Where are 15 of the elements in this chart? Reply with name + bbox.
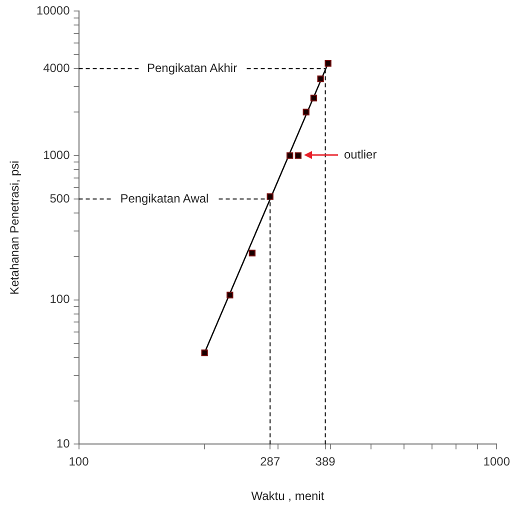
- y-axis-title: Ketahanan Penetrasi, psi: [8, 160, 22, 295]
- x-tick-label: 1000: [483, 454, 510, 469]
- ref-line-label: Pengikatan Akhir: [147, 60, 238, 75]
- x-tick-label: 100: [68, 454, 90, 469]
- x-tick-label: 287: [260, 454, 280, 469]
- y-tick-label: 500: [50, 191, 70, 206]
- annotation: outlier: [344, 148, 377, 162]
- y-tick-label: 100: [50, 292, 70, 306]
- y-tick-label: 1000: [43, 148, 70, 162]
- ref-line-label: Pengikatan Awal: [120, 191, 209, 206]
- x-axis-title: Waktu , menit: [251, 489, 325, 504]
- y-tick-label: 10: [56, 436, 70, 451]
- x-tick-label: 389: [315, 454, 336, 469]
- y-tick-label: 10000: [36, 4, 70, 18]
- y-tick-label: 4000: [43, 60, 70, 75]
